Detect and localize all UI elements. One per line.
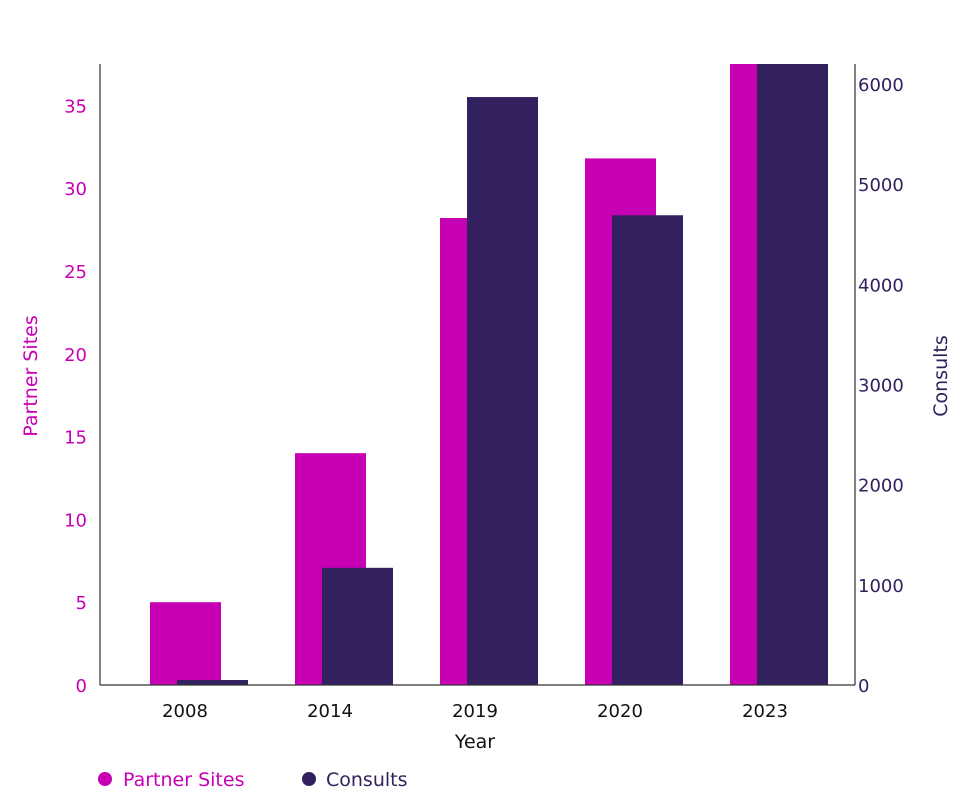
bar-consults-2008 (177, 679, 248, 685)
right-tick-label: 4000 (858, 275, 904, 296)
left-ticks-group: 0 5 10 15 20 25 30 35 (64, 96, 87, 697)
legend-marker-partner-sites (98, 772, 112, 786)
legend: Partner Sites Consults (98, 769, 408, 791)
left-tick-label: 30 (64, 179, 87, 200)
bar-consults-2020 (612, 215, 683, 686)
left-tick-label: 5 (76, 593, 87, 614)
bars-group (150, 64, 828, 686)
legend-label-partner-sites: Partner Sites (123, 769, 244, 791)
right-tick-label: 6000 (858, 75, 904, 96)
right-ticks-group: 0 1000 2000 3000 4000 5000 6000 (858, 75, 904, 697)
left-tick-label: 25 (64, 262, 87, 283)
left-tick-label: 0 (76, 676, 87, 697)
left-tick-label: 35 (64, 96, 87, 117)
right-tick-label: 0 (858, 676, 869, 697)
bar-consults-2023 (757, 64, 828, 685)
right-tick-label: 3000 (858, 376, 904, 397)
bar-consults-2014 (322, 567, 393, 685)
left-tick-label: 10 (64, 510, 87, 531)
right-tick-label: 1000 (858, 576, 904, 597)
x-tick-label: 2014 (307, 701, 353, 722)
axes-group (99, 64, 856, 686)
x-ticks-group: 2008 2014 2019 2020 2023 (162, 701, 788, 722)
right-axis-title: Consults (930, 335, 952, 417)
x-tick-label: 2020 (597, 701, 643, 722)
legend-label-consults: Consults (326, 769, 408, 791)
left-tick-label: 15 (64, 428, 87, 449)
x-tick-label: 2023 (742, 701, 788, 722)
left-tick-label: 20 (64, 345, 87, 366)
left-axis-title: Partner Sites (20, 315, 42, 436)
bar-consults-2019 (467, 97, 538, 685)
x-axis-title: Year (454, 731, 495, 753)
x-tick-label: 2008 (162, 701, 208, 722)
right-tick-label: 2000 (858, 476, 904, 497)
x-tick-label: 2019 (452, 701, 498, 722)
legend-marker-consults (302, 772, 316, 786)
right-tick-label: 5000 (858, 175, 904, 196)
bar-partner-sites-2008 (150, 602, 221, 685)
